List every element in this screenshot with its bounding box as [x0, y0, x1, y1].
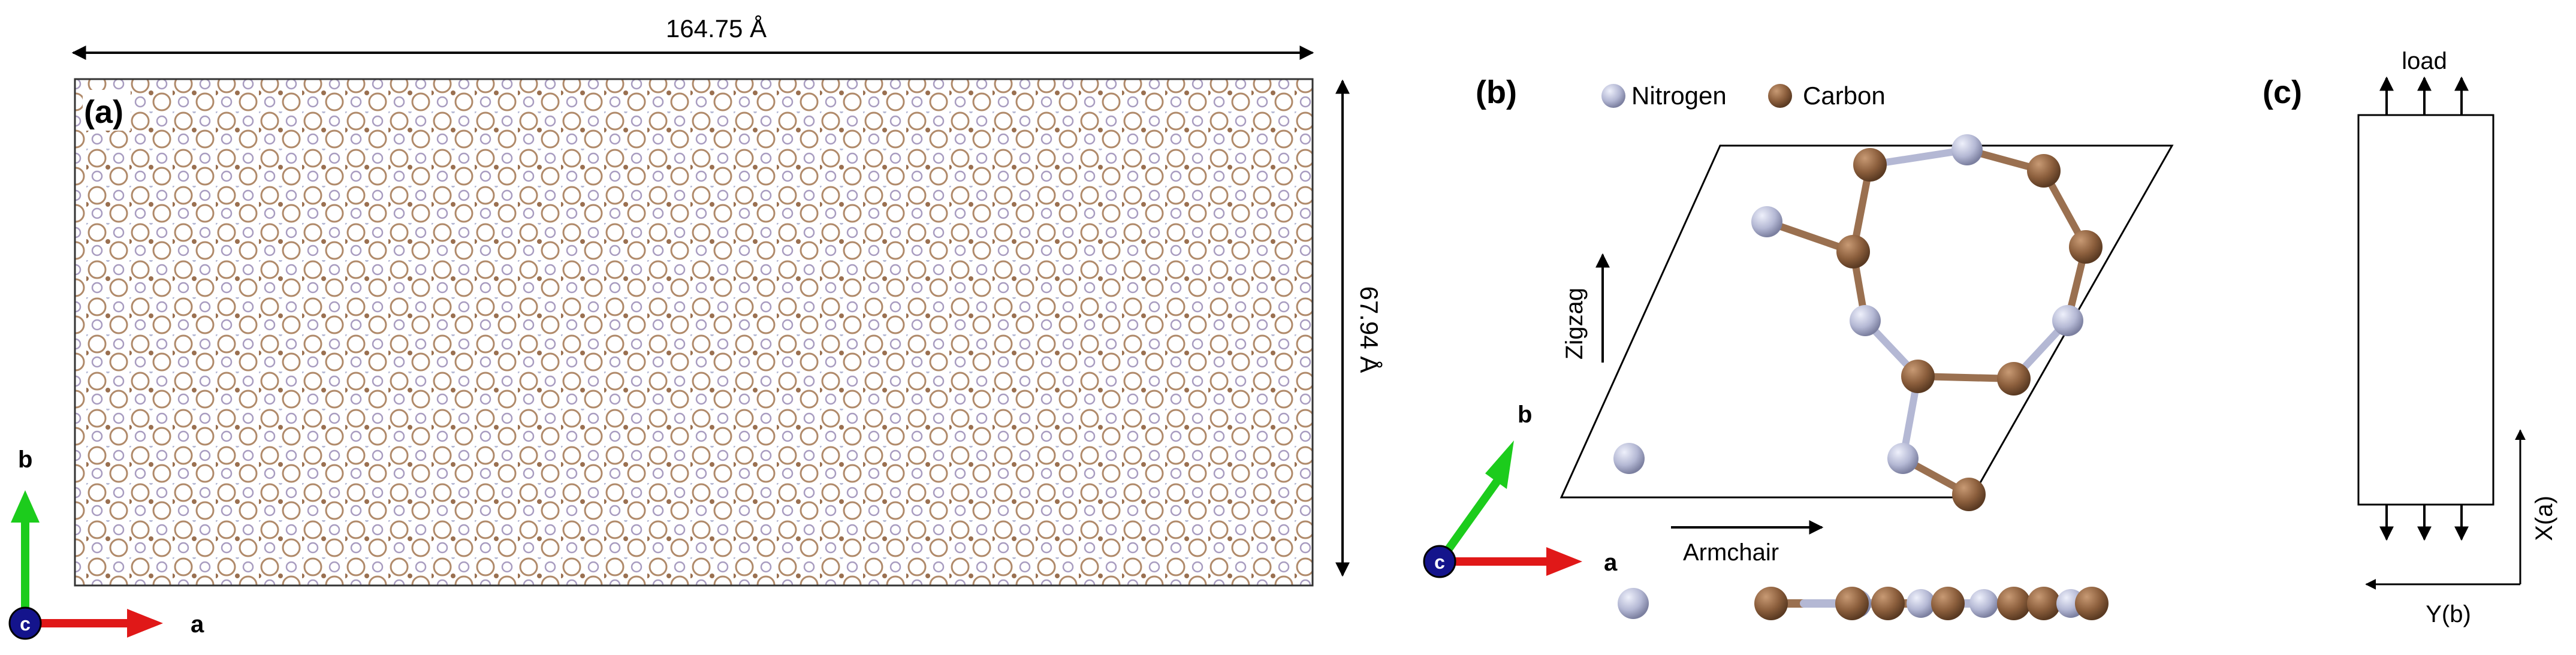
- carbon-atom: [1754, 587, 1788, 620]
- c-axis-icon: [8, 606, 42, 640]
- carbon-atom: [1871, 587, 1905, 620]
- nitrogen-atom: [1951, 134, 1983, 165]
- panel-c: (c) load X(a) Y(b): [2263, 48, 2557, 627]
- nitrogen-atom: [1887, 443, 1919, 474]
- axis-triad-a: c b a: [8, 446, 204, 640]
- b-axis-arrow-icon: [1485, 440, 1514, 489]
- c-axis-icon: [1423, 545, 1456, 578]
- height-dimension-label: 67.94 Å: [1355, 286, 1383, 373]
- c-axis-label: c: [20, 613, 31, 635]
- lattice-sheet: [74, 78, 1314, 587]
- carbon-atom: [1997, 362, 2031, 396]
- panel-b: (b) Nitrogen Carbon Zigzag Armchair: [1423, 74, 2174, 620]
- a-axis-arrow-icon: [1546, 547, 1582, 576]
- carbon-atom: [1835, 587, 1869, 620]
- panel-c-label: (c): [2263, 74, 2302, 110]
- molecule-top-view: [1613, 134, 2103, 511]
- carbon-atom: [1853, 148, 1887, 182]
- b-axis-arrow-icon: [11, 490, 40, 523]
- molecule-side-view: [1618, 587, 2109, 620]
- armchair-label: Armchair: [1683, 539, 1779, 566]
- carbon-atom: [2075, 587, 2109, 620]
- nitrogen-atom: [1850, 305, 1881, 336]
- a-axis-arrow-icon: [127, 609, 163, 638]
- load-label: load: [2402, 48, 2447, 74]
- a-axis-label: a: [1604, 550, 1618, 576]
- legend-carbon-label: Carbon: [1803, 82, 1886, 110]
- c-axis-label: c: [1434, 551, 1445, 573]
- panel-a-label: (a): [84, 94, 123, 130]
- nitrogen-atom: [2052, 305, 2083, 336]
- nitrogen-atom: [1969, 589, 1998, 618]
- width-dimension-label: 164.75 Å: [666, 14, 767, 43]
- panel-a: 164.75 Å (a) 67.94 Å c b a: [8, 14, 1383, 640]
- legend-carbon-icon: [1768, 84, 1792, 108]
- carbon-atom: [1901, 360, 1935, 393]
- nitrogen-atom: [1613, 443, 1645, 474]
- b-axis-label: b: [1518, 402, 1532, 428]
- y-axis-label: Y(b): [2426, 601, 2471, 627]
- legend-nitrogen-label: Nitrogen: [1631, 82, 1727, 110]
- legend-nitrogen-icon: [1601, 84, 1625, 108]
- carbon-atom: [1836, 235, 1870, 268]
- b-axis-label: b: [18, 446, 32, 473]
- carbon-atom: [2027, 587, 2061, 620]
- panel-b-label: (b): [1476, 74, 1517, 110]
- carbon-atom: [1931, 587, 1965, 620]
- x-axis-label: X(a): [2531, 496, 2557, 541]
- nitrogen-atom: [1907, 589, 1935, 618]
- nitrogen-atom: [1618, 588, 1649, 619]
- specimen-rectangle: [2357, 114, 2494, 506]
- carbon-atom: [1997, 587, 2031, 620]
- zigzag-label: Zigzag: [1561, 288, 1588, 360]
- carbon-atom: [1952, 478, 1986, 511]
- a-axis-label: a: [191, 611, 204, 638]
- carbon-atom: [2069, 230, 2103, 264]
- legend: Nitrogen Carbon: [1601, 82, 1886, 110]
- nitrogen-atom: [1751, 206, 1782, 237]
- axis-triad-b: c b a: [1423, 402, 1618, 578]
- carbon-atom: [2027, 154, 2061, 188]
